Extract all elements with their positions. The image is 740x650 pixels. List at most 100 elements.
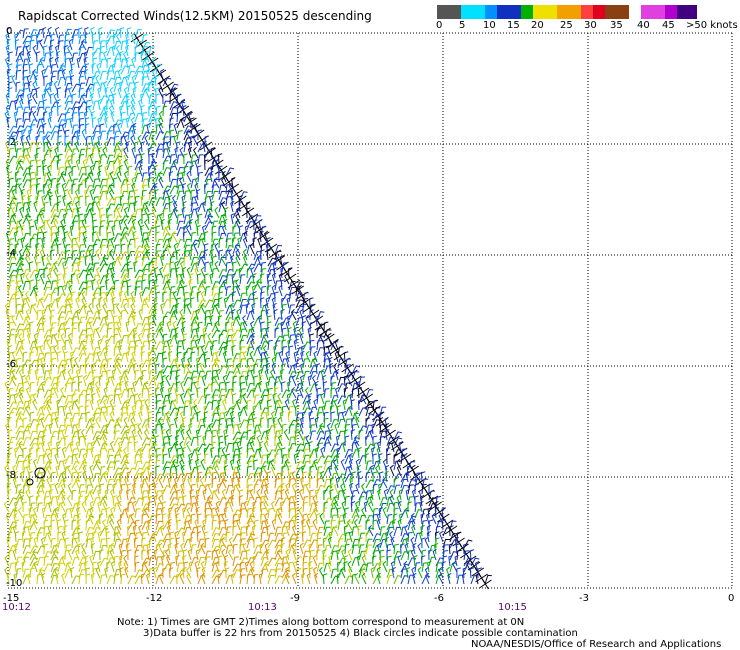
wind-barb — [182, 567, 187, 579]
wind-barb — [169, 335, 178, 345]
wind-barb — [376, 572, 381, 585]
wind-barb — [273, 309, 278, 321]
wind-barb — [160, 380, 165, 393]
wind-barb — [29, 233, 39, 243]
wind-barb — [95, 248, 101, 261]
wind-barb — [64, 166, 71, 177]
wind-barb — [15, 323, 24, 333]
wind-barb — [442, 544, 449, 555]
wind-barb — [190, 346, 197, 357]
wind-barb — [64, 417, 69, 429]
wind-barb — [108, 104, 115, 117]
wind-barb — [130, 386, 136, 399]
color-bar-swatch — [641, 5, 665, 19]
wind-barb — [22, 215, 32, 225]
wind-barb — [223, 410, 228, 423]
wind-barb — [232, 381, 237, 393]
wind-barb — [211, 268, 218, 279]
wind-barb — [43, 52, 50, 63]
wind-barb — [337, 538, 344, 549]
wind-barb — [57, 34, 64, 45]
wind-barb — [141, 340, 149, 351]
wind-barb — [36, 317, 46, 327]
wind-barb — [231, 393, 237, 405]
wind-barb — [77, 471, 83, 483]
wind-barb — [260, 394, 268, 405]
wind-barb — [8, 256, 16, 267]
wind-barb — [113, 460, 120, 471]
wind-barb — [277, 374, 283, 387]
wind-barb — [81, 548, 87, 561]
wind-barb — [123, 158, 129, 171]
wind-barb — [323, 329, 332, 339]
wind-barb — [148, 94, 155, 105]
wind-barb — [372, 483, 378, 495]
wind-barb — [57, 69, 63, 81]
wind-barb — [288, 304, 295, 315]
wind-barb — [64, 310, 73, 321]
wind-barb — [336, 573, 342, 585]
wind-barb — [193, 134, 199, 147]
wind-barb — [197, 471, 203, 483]
wind-barb — [8, 365, 18, 375]
wind-barb — [281, 405, 287, 417]
wind-barb — [113, 53, 122, 63]
wind-barb — [50, 545, 59, 555]
edge-barb — [153, 68, 167, 80]
wind-barb — [197, 143, 207, 153]
wind-barb — [50, 496, 57, 507]
wind-barb — [245, 549, 251, 561]
wind-barb — [200, 542, 206, 555]
wind-barb — [290, 308, 297, 321]
wind-barb — [246, 207, 251, 219]
wind-barb — [109, 86, 115, 99]
wind-barb — [155, 341, 164, 351]
wind-barb — [92, 185, 101, 195]
wind-barb — [108, 188, 115, 201]
wind-barb — [99, 557, 109, 567]
wind-barb — [161, 489, 166, 501]
wind-barb — [155, 148, 163, 159]
wind-barb — [57, 371, 66, 381]
wind-barb — [102, 440, 108, 453]
wind-barb — [307, 326, 312, 339]
wind-barb — [162, 93, 167, 105]
wind-barb — [204, 299, 214, 309]
wind-barb — [90, 440, 96, 453]
wind-barb — [274, 256, 282, 267]
wind-barb — [378, 453, 383, 465]
wind-barb — [229, 410, 235, 423]
wind-barb — [106, 77, 116, 87]
wind-barb — [78, 305, 87, 315]
wind-barb — [316, 311, 325, 321]
wind-barb — [89, 554, 94, 567]
wind-barb — [196, 453, 202, 465]
wind-barb — [298, 326, 304, 339]
color-bar-label: 15 — [507, 20, 520, 31]
wind-barb — [151, 152, 157, 165]
wind-barb — [203, 249, 209, 261]
wind-barb — [36, 383, 46, 393]
wind-barb — [183, 142, 190, 153]
wind-barb — [36, 485, 45, 495]
wind-barb — [134, 154, 141, 165]
wind-barb — [314, 416, 320, 429]
wind-barb — [36, 472, 43, 483]
wind-barb — [8, 207, 13, 219]
wind-barb — [29, 184, 36, 195]
wind-barb — [139, 290, 144, 303]
wind-barb — [50, 412, 57, 423]
x-label-neg6: -6 — [434, 593, 444, 604]
wind-barb — [218, 184, 225, 195]
wind-barb — [211, 363, 217, 375]
wind-barb — [337, 395, 346, 405]
wind-barb — [41, 254, 46, 267]
wind-barb — [274, 442, 282, 453]
wind-barb — [239, 375, 245, 386]
wind-barb — [124, 74, 130, 87]
wind-barb — [176, 519, 182, 531]
wind-barb — [18, 392, 24, 405]
wind-barb — [378, 417, 384, 429]
wind-barb — [33, 560, 38, 573]
wind-barb — [25, 272, 31, 285]
